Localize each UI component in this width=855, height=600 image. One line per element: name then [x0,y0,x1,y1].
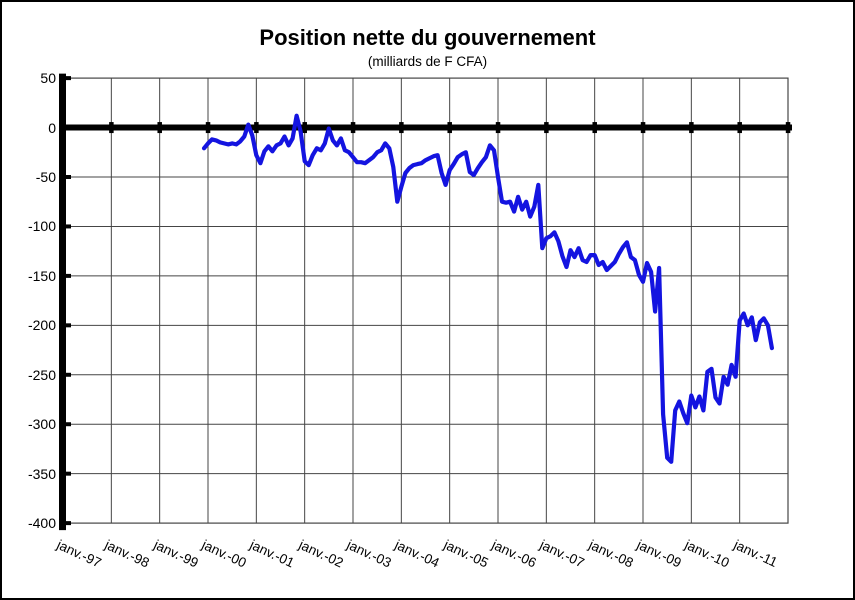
y-axis-tick-label: -350 [27,465,56,482]
chart-subtitle: (milliards de F CFA) [367,54,488,69]
y-axis-tick-label: -400 [27,515,56,532]
y-axis-tick-label: -200 [27,317,56,334]
y-axis-tick-label: -100 [27,218,56,235]
y-axis-tick-label: 50 [40,70,56,87]
y-axis-tick-label: -250 [27,366,56,383]
y-axis-tick-label: -300 [27,416,56,433]
y-axis-tick-label: -150 [27,267,56,284]
y-axis-tick-label: 0 [48,119,56,136]
chart-title: Position nette du gouvernement [259,25,596,50]
y-axis-tick-label: -50 [35,169,56,185]
